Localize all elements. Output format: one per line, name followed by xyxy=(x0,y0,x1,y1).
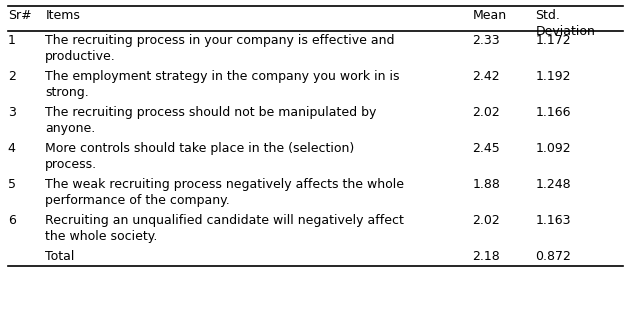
Text: 1.88: 1.88 xyxy=(473,178,500,191)
Text: 1: 1 xyxy=(8,34,16,47)
Text: 0.872: 0.872 xyxy=(535,249,571,263)
Text: 1.092: 1.092 xyxy=(535,142,571,155)
Text: 2.33: 2.33 xyxy=(473,34,500,47)
Text: The employment strategy in the company you work in is
strong.: The employment strategy in the company y… xyxy=(45,70,400,99)
Text: Std.
Deviation: Std. Deviation xyxy=(535,9,595,38)
Text: 1.166: 1.166 xyxy=(535,106,571,119)
Text: Sr#: Sr# xyxy=(8,9,32,22)
Text: 1.163: 1.163 xyxy=(535,214,571,227)
Text: 2.45: 2.45 xyxy=(473,142,500,155)
Text: 5: 5 xyxy=(8,178,16,191)
Text: 3: 3 xyxy=(8,106,16,119)
Text: 2.42: 2.42 xyxy=(473,70,500,83)
Text: 2.02: 2.02 xyxy=(473,214,500,227)
Text: 4: 4 xyxy=(8,142,16,155)
Text: Items: Items xyxy=(45,9,80,22)
Text: The recruiting process should not be manipulated by
anyone.: The recruiting process should not be man… xyxy=(45,106,377,135)
Text: More controls should take place in the (selection)
process.: More controls should take place in the (… xyxy=(45,142,355,171)
Text: The recruiting process in your company is effective and
productive.: The recruiting process in your company i… xyxy=(45,34,395,63)
Text: Total: Total xyxy=(45,249,74,263)
Text: 2.18: 2.18 xyxy=(473,249,500,263)
Text: 6: 6 xyxy=(8,214,16,227)
Text: Mean: Mean xyxy=(473,9,507,22)
Text: The weak recruiting process negatively affects the whole
performance of the comp: The weak recruiting process negatively a… xyxy=(45,178,404,207)
Text: 2: 2 xyxy=(8,70,16,83)
Text: 2.02: 2.02 xyxy=(473,106,500,119)
Text: 1.248: 1.248 xyxy=(535,178,571,191)
Text: Recruiting an unqualified candidate will negatively affect
the whole society.: Recruiting an unqualified candidate will… xyxy=(45,214,404,243)
Text: 1.172: 1.172 xyxy=(535,34,571,47)
Text: 1.192: 1.192 xyxy=(535,70,571,83)
